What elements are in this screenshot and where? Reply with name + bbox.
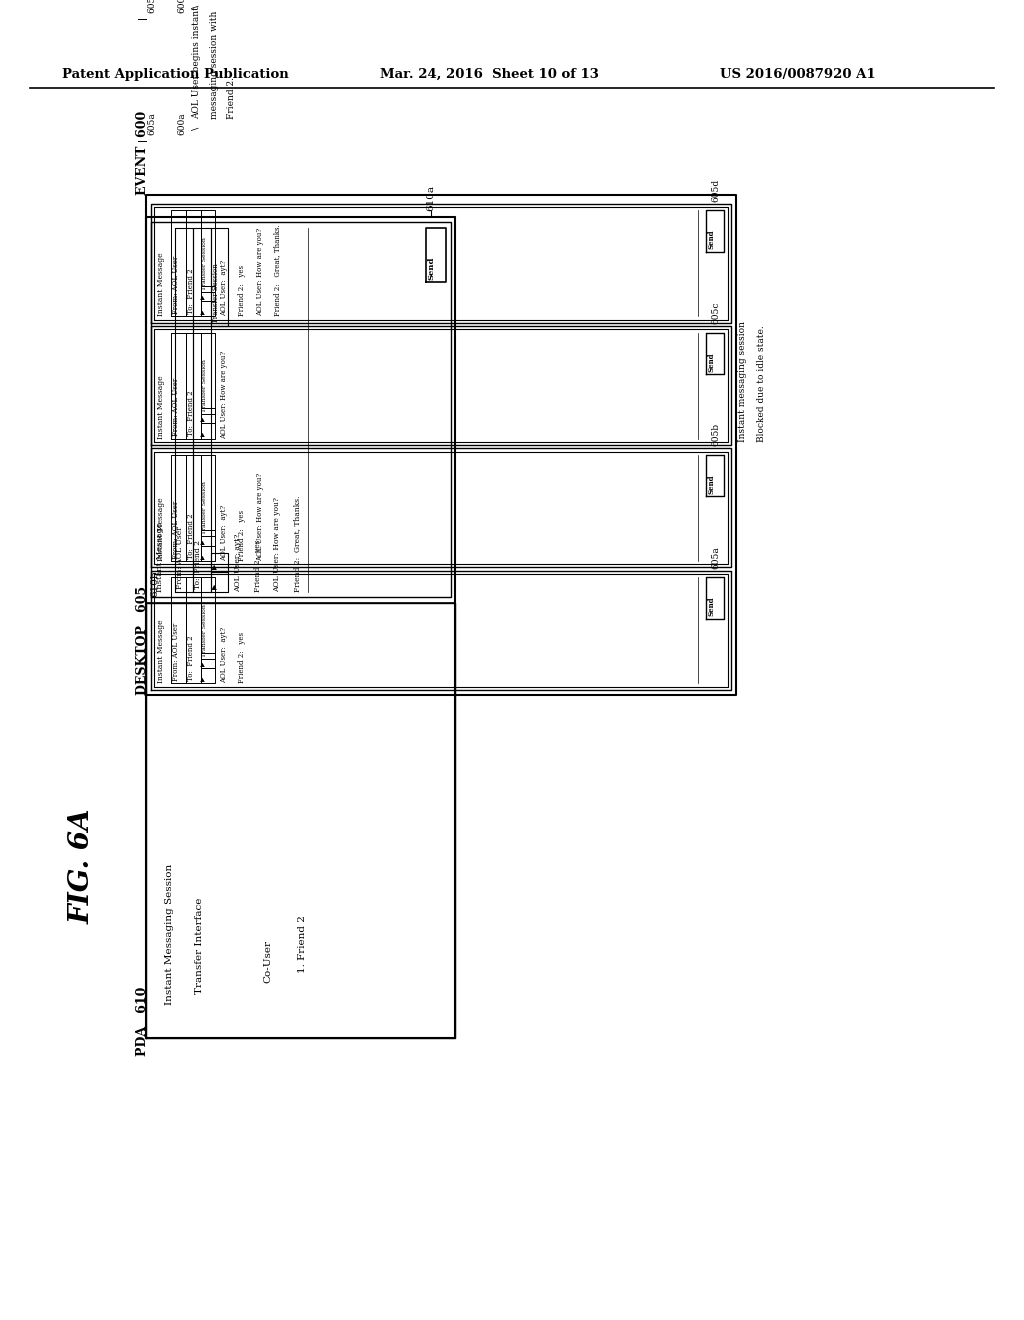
Text: AOL User: ayt?: AOL User: ayt? (234, 533, 243, 591)
Text: Friend 2:   yes: Friend 2: yes (239, 510, 246, 561)
Text: AOL User:  ayt?: AOL User: ayt? (220, 260, 228, 317)
Text: Co-User: Co-User (264, 940, 272, 983)
Text: Send: Send (708, 352, 715, 372)
Text: PDA   610: PDA 610 (136, 987, 148, 1056)
Text: ▶: ▶ (212, 564, 219, 569)
Text: DESKTOP   605: DESKTOP 605 (136, 586, 148, 696)
Text: 605c: 605c (711, 301, 720, 323)
Text: 605a: 605a (147, 112, 157, 136)
Text: Friend 2:   Great, Thanks.: Friend 2: Great, Thanks. (273, 224, 282, 317)
Text: Instant Message: Instant Message (157, 619, 165, 684)
Text: Instant Message: Instant Message (157, 375, 165, 438)
Text: To:  Friend 2: To: Friend 2 (187, 268, 195, 314)
Text: Send: Send (708, 475, 715, 494)
Text: AOL User:  ayt?: AOL User: ayt? (220, 504, 228, 561)
Text: AOL User: How are you?: AOL User: How are you? (273, 496, 282, 591)
Text: Instant Messaging Session: Instant Messaging Session (165, 863, 174, 1006)
Text: 605b: 605b (147, 0, 157, 13)
Text: 605d: 605d (711, 178, 720, 202)
Text: ▶: ▶ (202, 310, 207, 314)
Text: Friend 2:   yes: Friend 2: yes (239, 265, 246, 317)
Text: ▶: ▶ (212, 583, 219, 589)
Text: To:  Friend 2: To: Friend 2 (194, 540, 202, 589)
Text: Send: Send (428, 256, 436, 280)
Text: AOL User:  ayt?: AOL User: ayt? (220, 627, 228, 684)
Text: Mar. 24, 2016  Sheet 10 of 13: Mar. 24, 2016 Sheet 10 of 13 (380, 69, 599, 81)
Text: Transfer Session: Transfer Session (212, 264, 219, 323)
Text: EVENT  600: EVENT 600 (136, 111, 148, 195)
Text: ▶: ▶ (202, 294, 207, 298)
Text: 610b: 610b (151, 570, 160, 598)
Text: From: AOL User: From: AOL User (172, 378, 180, 437)
Text: From: AOL User: From: AOL User (172, 256, 180, 314)
Text: ▶: ▶ (202, 540, 207, 544)
Text: Friend 2:  yes: Friend 2: yes (254, 540, 262, 591)
Text: To:  Friend 2: To: Friend 2 (187, 391, 195, 437)
Text: Instant messaging session: Instant messaging session (737, 321, 746, 442)
Text: 1. Friend 2: 1. Friend 2 (298, 915, 307, 973)
Text: US 2016/0087920 A1: US 2016/0087920 A1 (720, 69, 876, 81)
Text: ▶: ▶ (202, 554, 207, 558)
Text: Instant Message: Instant Message (157, 252, 165, 317)
Text: ▶: ▶ (202, 417, 207, 421)
Text: Transfer Session: Transfer Session (202, 603, 207, 656)
Text: \: \ (191, 127, 201, 131)
Text: AOL User: How are you?: AOL User: How are you? (256, 228, 264, 317)
Text: 610a: 610a (426, 185, 435, 211)
Text: To:  Friend 2: To: Friend 2 (187, 635, 195, 681)
Text: To:  Friend 2: To: Friend 2 (187, 513, 195, 558)
Text: AOL User: How are you?: AOL User: How are you? (256, 473, 264, 561)
Text: Friend 2:  Great, Thanks.: Friend 2: Great, Thanks. (293, 495, 301, 591)
Text: 605b: 605b (711, 424, 720, 446)
Text: Transfer Session: Transfer Session (202, 482, 207, 535)
Text: Transfer Interface: Transfer Interface (195, 898, 204, 994)
Text: Instant Message: Instant Message (156, 523, 164, 591)
Text: Transfer Session: Transfer Session (202, 359, 207, 412)
Text: messaging session with: messaging session with (210, 11, 218, 119)
Text: 600b: 600b (177, 0, 186, 13)
Text: ▶: ▶ (202, 661, 207, 665)
Text: 600a: 600a (177, 112, 186, 136)
Text: Friend 2:   yes: Friend 2: yes (239, 632, 246, 684)
Text: From: AOL User: From: AOL User (176, 525, 184, 589)
Text: Patent Application Publication: Patent Application Publication (62, 69, 289, 81)
Text: FIG. 6A: FIG. 6A (69, 808, 95, 924)
Text: 605a: 605a (711, 545, 720, 569)
Text: From: AOL User: From: AOL User (172, 500, 180, 558)
Text: Blocked due to idle state.: Blocked due to idle state. (758, 325, 766, 442)
Text: ▶: ▶ (202, 432, 207, 437)
Text: Send: Send (708, 230, 715, 249)
Text: ▶: ▶ (202, 677, 207, 681)
Text: \: \ (191, 4, 201, 8)
Text: Send: Send (708, 597, 715, 616)
Text: Friend 2.: Friend 2. (227, 77, 237, 119)
Text: Instant Message: Instant Message (157, 498, 165, 561)
Text: From: AOL User: From: AOL User (172, 623, 180, 681)
Text: AOL User begins instant: AOL User begins instant (191, 7, 201, 119)
Text: AOL User: How are you?: AOL User: How are you? (220, 350, 228, 438)
Text: Transfer Session: Transfer Session (202, 236, 207, 289)
